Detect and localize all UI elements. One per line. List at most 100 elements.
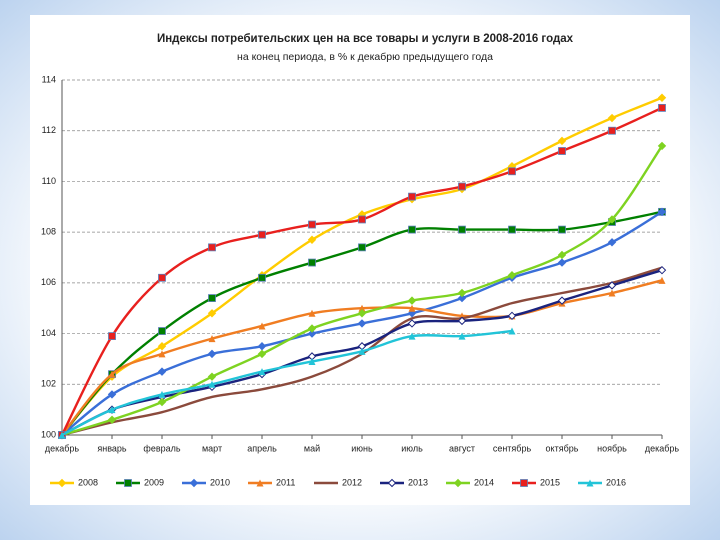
- series-point: [258, 368, 266, 376]
- y-tick-label: 100: [41, 429, 56, 439]
- series-point: [308, 220, 316, 229]
- series-point: [408, 192, 416, 201]
- x-tick-label: март: [202, 443, 222, 453]
- series-point: [507, 271, 517, 280]
- series-point: [557, 258, 567, 267]
- y-tick-label: 104: [41, 328, 56, 338]
- series-point: [658, 103, 666, 112]
- series-point: [158, 390, 166, 398]
- series-point: [307, 324, 317, 333]
- series-point: [408, 304, 416, 312]
- series-point: [208, 335, 216, 343]
- series-point: [508, 327, 516, 335]
- series-point: [457, 316, 467, 326]
- series-point: [258, 273, 266, 282]
- series-line: [61, 279, 663, 436]
- series-point: [308, 357, 316, 365]
- series-point: [408, 332, 416, 340]
- legend-marker: [387, 478, 397, 488]
- series-point: [258, 322, 266, 330]
- legend-label: 2012: [342, 477, 362, 487]
- y-tick-label: 102: [41, 379, 56, 389]
- legend-label: 2008: [78, 477, 98, 487]
- y-tick-label: 114: [42, 74, 56, 84]
- series-point: [508, 225, 516, 234]
- chart: Индексы потребительских цен на все товар…: [41, 33, 679, 488]
- series-point: [308, 258, 316, 267]
- series-point: [207, 309, 217, 318]
- series-point: [157, 342, 167, 351]
- y-tick-label: 106: [41, 277, 56, 287]
- series-point: [258, 230, 266, 239]
- series-point: [607, 113, 617, 123]
- series-point: [557, 250, 567, 260]
- x-tick-label: август: [449, 443, 475, 453]
- series-point: [358, 347, 366, 355]
- y-tick-label: 110: [42, 176, 56, 186]
- series-point: [407, 319, 417, 328]
- series-point: [458, 182, 466, 191]
- series-point: [557, 136, 567, 146]
- legend-label: 2014: [474, 477, 494, 487]
- x-tick-label: ноябрь: [597, 443, 627, 453]
- series-point: [358, 243, 366, 252]
- series-point: [158, 350, 166, 358]
- series-point: [357, 319, 367, 328]
- series-point: [558, 147, 566, 155]
- series-point: [358, 215, 366, 224]
- series-point: [457, 288, 467, 298]
- legend-label: 2013: [408, 477, 428, 487]
- series-point: [108, 370, 116, 378]
- series-point: [458, 332, 466, 340]
- series-point: [658, 276, 666, 284]
- x-tick-label: октябрь: [546, 443, 579, 453]
- legend-marker: [586, 479, 594, 487]
- series-point: [107, 415, 117, 424]
- series-point: [157, 367, 167, 376]
- chart-title: Индексы потребительских цен на все товар…: [157, 33, 574, 45]
- series-point: [407, 296, 417, 305]
- y-tick-label: 112: [42, 125, 56, 135]
- legend-label: 2015: [540, 477, 560, 487]
- chart-subtitle: на конец периода, в % к декабрю предыдущ…: [237, 51, 493, 63]
- series-point: [207, 349, 217, 359]
- series-point: [657, 265, 667, 275]
- x-tick-label: декабрь: [45, 443, 80, 453]
- x-tick-label: июль: [401, 443, 423, 453]
- series-point: [607, 215, 617, 224]
- series-point: [657, 141, 667, 151]
- series-point: [608, 126, 616, 135]
- series-point: [257, 342, 267, 351]
- x-tick-label: февраль: [143, 443, 180, 453]
- legend-marker: [520, 479, 528, 487]
- legend-label: 2011: [276, 477, 295, 487]
- series-point: [108, 406, 116, 414]
- series-point: [607, 238, 617, 247]
- series-point: [507, 311, 517, 321]
- legend-marker: [256, 479, 264, 487]
- legend-label: 2016: [606, 477, 626, 487]
- legend-marker: [453, 478, 463, 488]
- legend-marker: [124, 479, 132, 487]
- series-point: [158, 327, 166, 335]
- series-point: [208, 243, 216, 252]
- series-point: [308, 309, 316, 317]
- series-point: [108, 332, 116, 341]
- legend-marker: [189, 478, 199, 488]
- series-point: [257, 349, 267, 359]
- series-line: [61, 329, 513, 437]
- series-point: [558, 225, 566, 234]
- series-point: [307, 235, 317, 244]
- legend-label: 2010: [210, 477, 230, 487]
- series-point: [608, 289, 616, 297]
- slide: Индексы потребительских цен на все товар…: [30, 15, 690, 505]
- x-tick-label: сентябрь: [493, 443, 532, 453]
- legend-marker: [57, 478, 67, 488]
- x-tick-label: июнь: [351, 443, 373, 453]
- series-point: [358, 304, 366, 312]
- series-point: [657, 207, 667, 217]
- series-point: [208, 380, 216, 388]
- series-point: [58, 431, 66, 439]
- x-tick-label: январь: [97, 443, 127, 453]
